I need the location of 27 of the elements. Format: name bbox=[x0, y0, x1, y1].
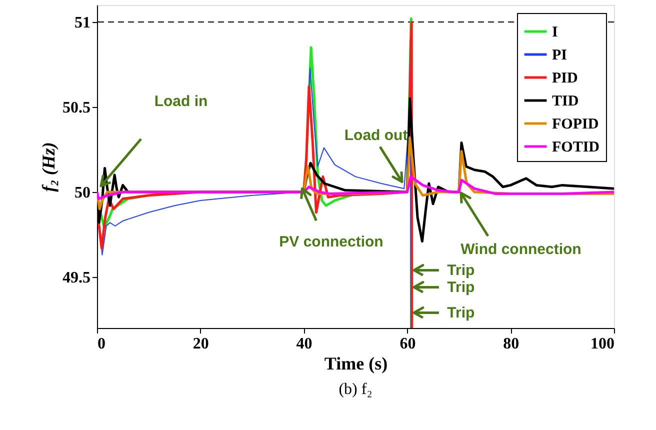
legend-label: TID bbox=[552, 94, 579, 110]
x-axis-title: Time (s) bbox=[324, 354, 388, 374]
annotation: PV connection bbox=[279, 234, 384, 251]
y-tick-label: 50 bbox=[74, 184, 90, 202]
legend-label: I bbox=[552, 24, 558, 40]
legend-label: FOTID bbox=[552, 140, 600, 156]
x-tick-label: 80 bbox=[503, 336, 520, 352]
legend-label: FOPID bbox=[552, 116, 599, 132]
annotation: Trip bbox=[447, 279, 475, 296]
legend-label: PID bbox=[552, 70, 578, 86]
y-axis-title: f₂ (Hz) bbox=[38, 142, 58, 192]
annotation: Load in bbox=[154, 93, 208, 110]
y-tick-label: 49.5 bbox=[62, 270, 90, 286]
x-tick-label: 20 bbox=[192, 336, 209, 352]
annotation: Load out bbox=[344, 126, 408, 144]
x-tick-label: 0 bbox=[98, 336, 106, 352]
annotation: Trip bbox=[447, 304, 475, 322]
legend-label: PI bbox=[552, 48, 568, 64]
y-tick-label: 50.5 bbox=[62, 100, 90, 116]
line-series bbox=[97, 175, 614, 200]
y-tick-label: 51 bbox=[74, 14, 90, 32]
annotation: Trip bbox=[447, 262, 475, 280]
text: (b) f₂ bbox=[338, 381, 372, 398]
x-tick-label: 40 bbox=[296, 336, 312, 352]
annotation: Wind connection bbox=[460, 241, 582, 258]
x-tick-label: 60 bbox=[400, 336, 416, 352]
x-tick-label: 100 bbox=[590, 336, 614, 352]
